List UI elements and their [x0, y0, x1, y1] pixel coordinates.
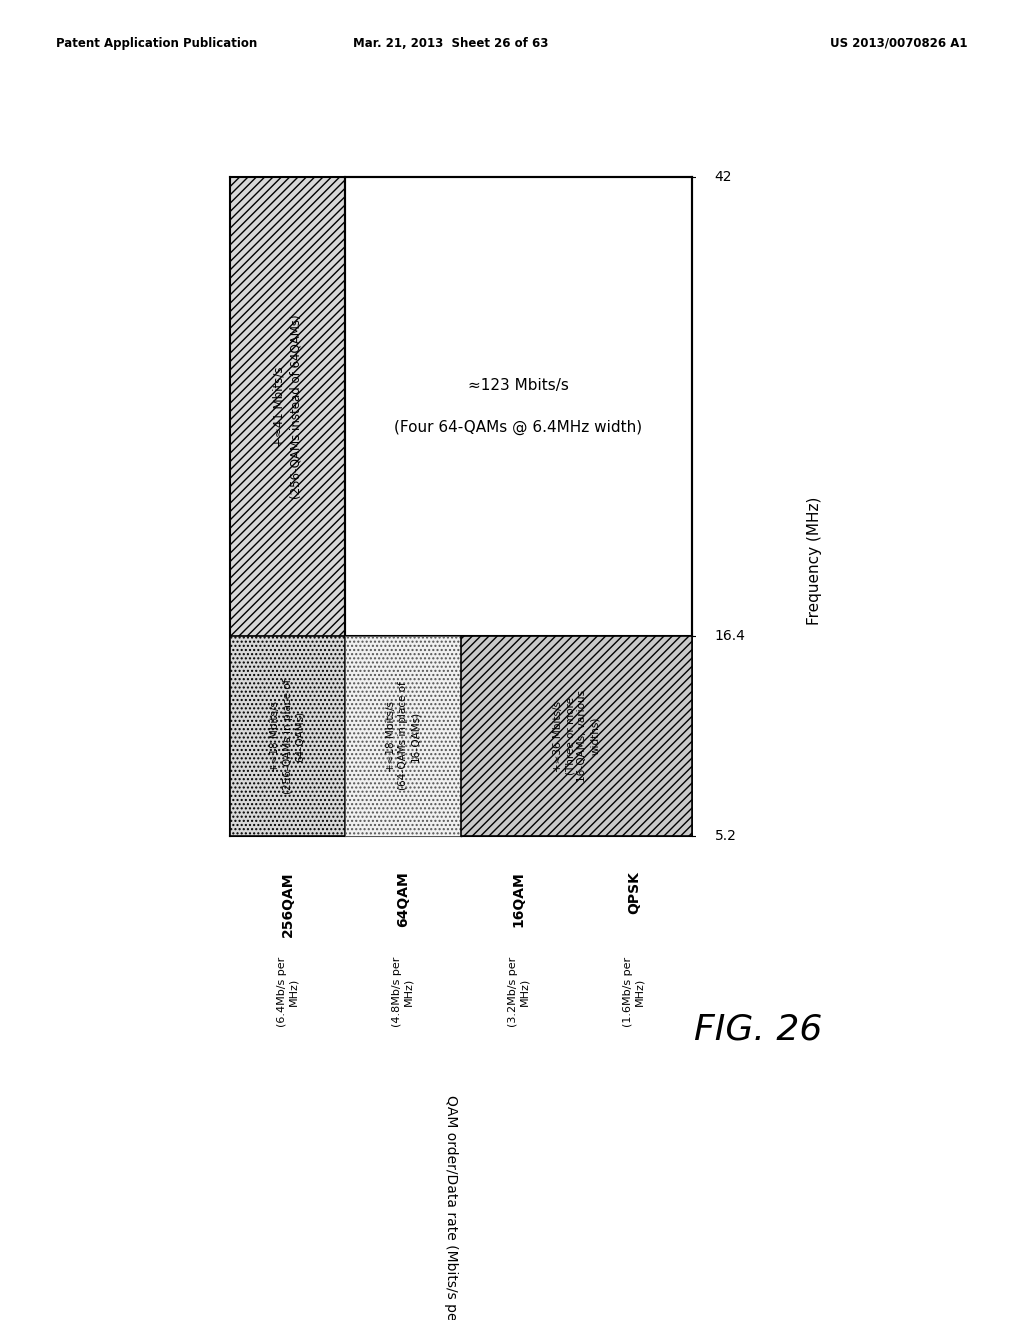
Text: Frequency (MHz): Frequency (MHz)	[807, 496, 821, 626]
Text: 64QAM: 64QAM	[396, 871, 410, 927]
Text: US 2013/0070826 A1: US 2013/0070826 A1	[830, 37, 968, 50]
Text: QAM order/Data rate (Mbits/s per MHz): QAM order/Data rate (Mbits/s per MHz)	[443, 1094, 458, 1320]
Text: Patent Application Publication: Patent Application Publication	[56, 37, 258, 50]
Text: 256QAM: 256QAM	[281, 871, 295, 937]
Text: 5.2: 5.2	[715, 829, 736, 843]
Text: QPSK: QPSK	[627, 871, 641, 913]
Bar	[345, 177, 691, 636]
Text: +≈18 Mbits/s
(256-QAMs in place of
64-QAMs): +≈18 Mbits/s (256-QAMs in place of 64-QA…	[270, 678, 305, 793]
Text: +≈41 Mbits/s
(256-QAMs instead of 64QAMs): +≈41 Mbits/s (256-QAMs instead of 64QAMs…	[272, 314, 303, 499]
Text: (3.2Mb/s per
MHz): (3.2Mb/s per MHz)	[508, 957, 529, 1027]
Text: +≈18 Mbits/s
(64-QAMs in place of
16-QAMs): +≈18 Mbits/s (64-QAMs in place of 16-QAM…	[386, 681, 421, 791]
Bar	[461, 636, 691, 837]
Bar	[230, 177, 345, 837]
Text: 16.4: 16.4	[715, 628, 745, 643]
Bar	[230, 636, 345, 837]
Text: FIG. 26: FIG. 26	[693, 1012, 822, 1047]
Text: Mar. 21, 2013  Sheet 26 of 63: Mar. 21, 2013 Sheet 26 of 63	[353, 37, 548, 50]
Text: +≈36 Mbits/s
(Three or more
16-QAMs, various
widths): +≈36 Mbits/s (Three or more 16-QAMs, var…	[553, 690, 600, 783]
Text: (1.6Mb/s per
MHz): (1.6Mb/s per MHz)	[624, 957, 645, 1027]
Text: (6.4Mb/s per
MHz): (6.4Mb/s per MHz)	[276, 957, 298, 1027]
Text: ≈123 Mbits/s

(Four 64-QAMs @ 6.4MHz width): ≈123 Mbits/s (Four 64-QAMs @ 6.4MHz widt…	[394, 378, 643, 434]
Text: 42: 42	[715, 170, 732, 183]
Bar	[345, 636, 461, 837]
Text: (4.8Mb/s per
MHz): (4.8Mb/s per MHz)	[392, 957, 414, 1027]
Text: 16QAM: 16QAM	[512, 871, 525, 927]
